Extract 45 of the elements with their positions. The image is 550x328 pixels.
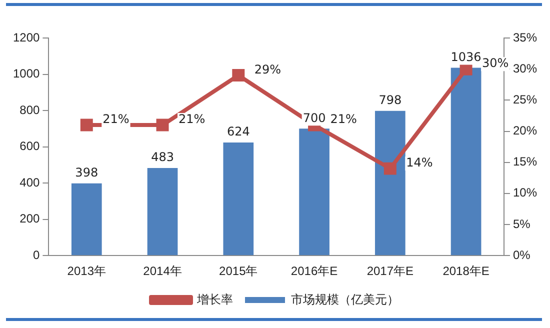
x-tick-label: 2015年 (219, 264, 258, 278)
y2-tick-label: 35% (512, 30, 538, 44)
y2-tick-label: 5% (512, 216, 531, 231)
y2-tick-label: 30% (512, 61, 538, 76)
point (156, 118, 169, 132)
data-label: 21% (330, 112, 357, 126)
bar (147, 168, 178, 256)
point (384, 162, 396, 175)
data-label: 700 (302, 110, 326, 125)
data-label: 30% (482, 56, 509, 70)
legend-label: 市场规模（亿美元） (291, 292, 399, 306)
y-tick-label: 400 (20, 175, 40, 190)
point (80, 118, 93, 132)
data-label: 798 (378, 93, 402, 108)
y2-tick-label: 0% (512, 248, 531, 262)
bar (450, 68, 482, 256)
data-label: 29% (254, 62, 282, 76)
x-tick-label: 2018年E (442, 264, 490, 278)
point (232, 69, 245, 82)
x-tick-label: 2016年E (290, 264, 338, 278)
y-tick-label: 800 (20, 102, 40, 117)
y2-tick-label: 15% (512, 154, 538, 169)
y-tick-label: 0 (33, 248, 40, 262)
bar (71, 183, 102, 256)
data-label: 21% (102, 112, 130, 126)
y2-tick-label: 25% (512, 92, 538, 106)
y2-tick-label: 10% (512, 186, 538, 200)
data-label: 398 (75, 166, 98, 180)
data-label: 14% (406, 156, 433, 170)
x-tick-label: 2013年 (67, 264, 106, 278)
bar (299, 128, 330, 256)
bar (374, 110, 406, 256)
y-tick-label: 200 (20, 212, 40, 226)
legend-label: 增长率 (196, 292, 233, 306)
bar (223, 142, 254, 256)
y2-tick-label: 20% (512, 124, 538, 138)
x-tick-label: 2014年 (143, 264, 182, 278)
x-tick-label: 2017年E (366, 264, 414, 278)
data-label: 624 (226, 124, 250, 139)
y-tick-label: 1000 (12, 66, 40, 81)
data-label: 21% (178, 112, 206, 126)
y-tick-label: 1200 (12, 30, 40, 44)
data-label: 1036 (450, 50, 482, 64)
data-label: 483 (151, 150, 174, 164)
y-tick-label: 600 (20, 139, 40, 154)
